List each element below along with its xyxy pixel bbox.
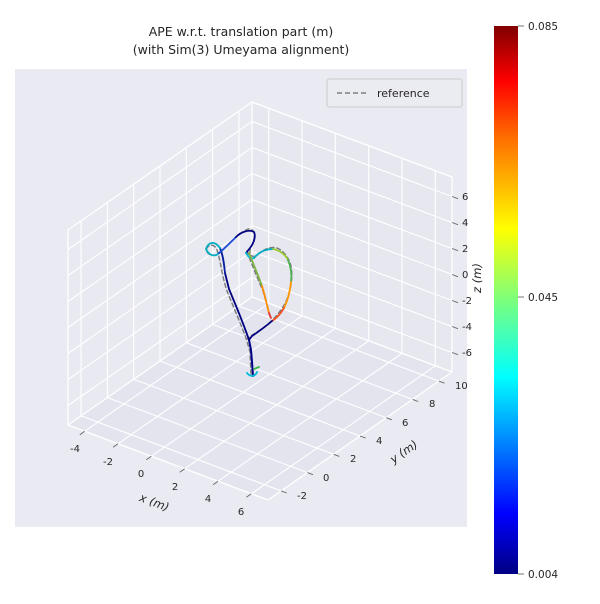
trajectory-segment	[272, 248, 289, 261]
grid-left-pane	[67, 111, 253, 416]
tick-marks	[79, 196, 459, 498]
grid-floor	[80, 302, 440, 495]
y-tick-label: -2	[297, 491, 307, 502]
plot-title-line1: APE w.r.t. translation part (m)	[149, 24, 334, 39]
trajectory-segment	[235, 229, 256, 254]
y-tick-label: 2	[350, 454, 356, 465]
colorbar-gradient	[494, 26, 518, 574]
trajectory-segment	[248, 320, 273, 341]
y-tick-label: 10	[455, 381, 468, 392]
z-tick-label: -6	[462, 348, 472, 359]
z-tick-label: 4	[462, 218, 468, 229]
y-tick-labels: -2 0 2 4 6 8 10	[297, 381, 468, 502]
trajectory-segment	[253, 248, 274, 259]
trajectory-segment	[268, 312, 272, 319]
trajectory-segment	[248, 252, 263, 287]
trajectory-segment	[219, 247, 226, 274]
grid-right-pane	[251, 108, 453, 366]
legend: reference	[326, 78, 463, 108]
legend-label-reference: reference	[377, 87, 430, 100]
z-axis-label: z (m)	[470, 263, 484, 294]
trajectory-segment	[218, 236, 237, 254]
plot-title-line2: (with Sim(3) Umeyama alignment)	[133, 42, 350, 57]
trajectory-segment	[283, 281, 292, 309]
colorbar: 0.085 0.045 0.004	[494, 21, 558, 581]
z-tick-label: 2	[462, 244, 468, 255]
x-tick-label: 6	[238, 507, 244, 518]
x-tick-label: 4	[205, 494, 211, 505]
colorbar-min-label: 0.004	[528, 569, 558, 581]
trajectory-segment	[287, 259, 293, 283]
trajectory-segment	[271, 307, 285, 322]
trajectory-segment	[224, 272, 250, 341]
trajectory-segment	[246, 371, 258, 377]
z-tick-label: -4	[462, 322, 472, 333]
x-tick-labels: -4 -2 0 2 4 6	[70, 444, 244, 518]
trajectory-segment	[253, 366, 260, 370]
colorbar-mid-label: 0.045	[528, 292, 558, 304]
x-tick-label: -4	[70, 444, 80, 455]
y-tick-label: 0	[323, 473, 329, 484]
y-tick-label: 6	[402, 418, 408, 429]
estimate-trajectory	[205, 229, 293, 377]
y-tick-label: 8	[429, 399, 435, 410]
y-tick-label: 4	[376, 436, 382, 447]
x-tick-label: 0	[138, 469, 144, 480]
colorbar-max-label: 0.085	[528, 21, 558, 33]
trajectory-segment	[248, 339, 254, 377]
z-tick-label: -2	[462, 296, 472, 307]
x-tick-label: 2	[172, 482, 178, 493]
z-tick-label: 0	[462, 270, 468, 281]
trajectory-segment	[205, 241, 221, 257]
trajectory-segment	[261, 285, 270, 314]
z-tick-label: 6	[462, 192, 468, 203]
x-tick-label: -2	[103, 457, 113, 468]
z-tick-labels: 6 4 2 0 -2 -4 -6	[462, 192, 472, 359]
legend-box	[326, 78, 463, 108]
